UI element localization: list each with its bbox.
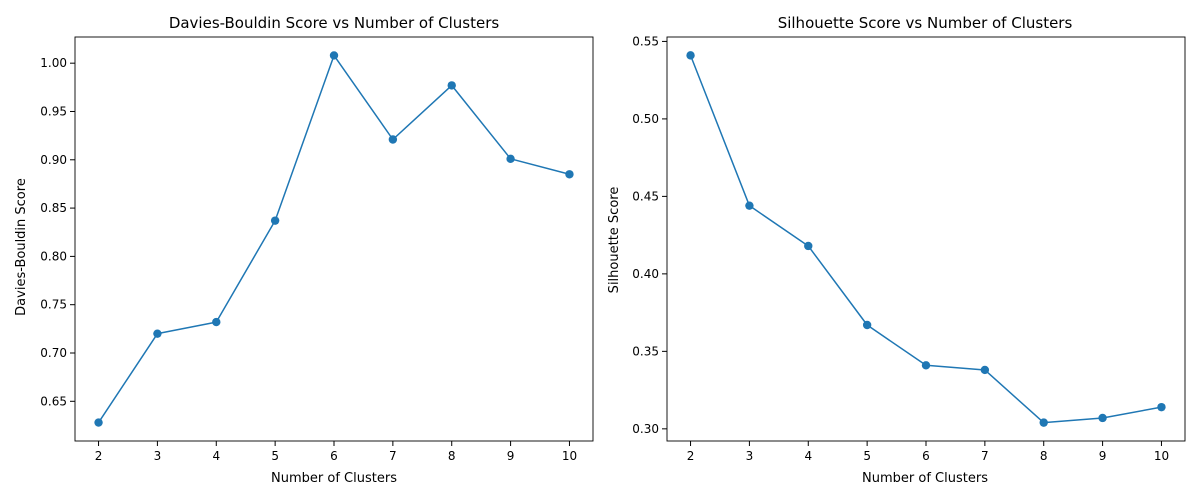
y-tick-label: 0.85 (40, 201, 67, 215)
x-tick-label: 8 (1040, 449, 1048, 463)
data-point (1157, 402, 1166, 412)
data-point (1039, 418, 1048, 427)
y-tick-label: 0.50 (632, 112, 659, 126)
y-tick-label: 0.45 (632, 189, 659, 203)
axes-frame (74, 36, 594, 442)
data-point (506, 154, 515, 164)
data-point (745, 201, 754, 210)
x-tick-label: 2 (95, 449, 103, 463)
x-tick-label: 4 (212, 449, 220, 463)
data-point (1098, 413, 1107, 423)
x-tick-label: 4 (804, 449, 812, 463)
data-point (447, 81, 456, 90)
y-tick-label: 0.65 (40, 394, 67, 408)
y-tick-label: 0.35 (632, 344, 659, 358)
x-tick-label: 2 (687, 449, 695, 463)
x-tick-label: 10 (1154, 449, 1169, 463)
x-tick-label: 7 (981, 449, 989, 463)
y-tick-label: 1.00 (40, 56, 67, 70)
data-point (94, 418, 103, 427)
x-tick-label: 5 (271, 449, 279, 463)
data-point (921, 361, 931, 370)
data-point (329, 51, 339, 60)
y-axis-label: Davies-Bouldin Score (14, 178, 29, 316)
x-axis-label: Number of Clusters (271, 471, 397, 486)
data-point (153, 329, 162, 338)
x-tick-label: 6 (330, 449, 338, 463)
silhouette-chart: Silhouette Score vs Number of Clusters N… (607, 14, 1186, 486)
data-point (862, 320, 872, 330)
x-tick-label: 5 (863, 449, 871, 463)
x-tick-label: 10 (562, 449, 577, 463)
data-point (388, 135, 398, 144)
y-tick-label: 0.90 (40, 153, 67, 167)
data-point (804, 241, 813, 251)
y-tick-label: 0.55 (632, 34, 659, 48)
data-point (686, 51, 695, 60)
data-point (980, 365, 990, 375)
chart-title: Davies-Bouldin Score vs Number of Cluste… (169, 14, 500, 32)
chart-title: Silhouette Score vs Number of Clusters (778, 14, 1073, 32)
data-point (565, 170, 574, 179)
y-tick-label: 0.75 (40, 298, 67, 312)
x-tick-label: 3 (154, 449, 162, 463)
x-tick-label: 9 (507, 449, 515, 463)
x-tick-label: 3 (746, 449, 754, 463)
plot-area: 2 3 4 5 6 7 8 9 10 0.30 0.35 0.40 0.45 0.50 0.55 (632, 34, 1186, 463)
plot-area: 2 3 4 5 6 7 8 9 10 0.65 0.70 0.75 0.80 0.85 0.90 0.95 1.… (40, 36, 594, 463)
x-tick-label: 8 (448, 449, 456, 463)
x-tick-label: 7 (389, 449, 397, 463)
y-tick-label: 0.95 (40, 104, 67, 118)
y-axis-label: Silhouette Score (607, 187, 622, 294)
x-tick-label: 6 (922, 449, 930, 463)
data-point (212, 317, 221, 327)
axes-frame (666, 36, 1186, 442)
x-axis-label: Number of Clusters (862, 471, 988, 486)
y-tick-label: 0.30 (632, 422, 659, 436)
y-tick-label: 0.80 (40, 249, 67, 263)
x-tick-label: 9 (1099, 449, 1107, 463)
davies-bouldin-chart: Davies-Bouldin Score vs Number of Cluste… (14, 14, 594, 486)
data-point (270, 216, 280, 225)
y-tick-label: 0.40 (632, 267, 659, 281)
y-tick-label: 0.70 (40, 346, 67, 360)
